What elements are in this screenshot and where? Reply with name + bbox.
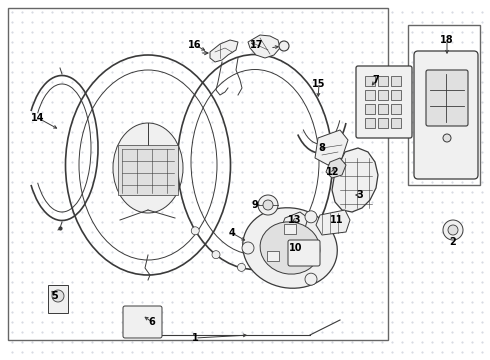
Polygon shape	[248, 35, 280, 58]
Bar	[365, 76, 375, 86]
Ellipse shape	[260, 222, 320, 274]
Bar	[391, 76, 401, 86]
Bar	[378, 104, 388, 114]
Circle shape	[279, 41, 289, 51]
Polygon shape	[282, 212, 308, 232]
Text: 15: 15	[312, 79, 326, 89]
Polygon shape	[315, 130, 348, 165]
Text: 4: 4	[229, 228, 235, 238]
Text: 12: 12	[326, 167, 340, 177]
Text: 6: 6	[148, 317, 155, 327]
Circle shape	[448, 225, 458, 235]
Text: 1: 1	[192, 333, 198, 343]
Bar	[378, 76, 388, 86]
Text: 3: 3	[357, 190, 364, 200]
Text: 10: 10	[289, 243, 303, 253]
Polygon shape	[332, 148, 378, 212]
Text: 13: 13	[288, 215, 302, 225]
FancyBboxPatch shape	[123, 306, 162, 338]
Bar	[391, 118, 401, 128]
Bar	[301, 251, 313, 261]
Circle shape	[212, 251, 220, 259]
Text: 5: 5	[51, 291, 58, 301]
FancyBboxPatch shape	[414, 51, 478, 179]
Bar	[284, 224, 296, 234]
Circle shape	[238, 264, 245, 271]
Bar	[391, 104, 401, 114]
FancyBboxPatch shape	[426, 70, 468, 126]
Bar	[365, 90, 375, 100]
Bar	[391, 90, 401, 100]
Text: 18: 18	[440, 35, 454, 45]
Text: 2: 2	[450, 237, 456, 247]
Bar	[365, 104, 375, 114]
Bar	[378, 118, 388, 128]
Circle shape	[443, 134, 451, 142]
Text: 7: 7	[372, 75, 379, 85]
Polygon shape	[316, 210, 350, 235]
Bar	[118, 145, 178, 195]
Text: 14: 14	[31, 113, 45, 123]
Circle shape	[258, 195, 278, 215]
Text: 16: 16	[188, 40, 202, 50]
Bar	[8, 8, 388, 340]
FancyBboxPatch shape	[356, 66, 412, 138]
Polygon shape	[210, 40, 238, 62]
Circle shape	[263, 200, 273, 210]
Text: 11: 11	[330, 215, 344, 225]
FancyBboxPatch shape	[288, 240, 320, 266]
Bar	[48, 285, 68, 313]
Circle shape	[191, 227, 199, 235]
Bar	[267, 251, 279, 261]
Ellipse shape	[113, 123, 183, 213]
Text: 17: 17	[250, 40, 264, 50]
Bar	[365, 118, 375, 128]
Bar	[378, 90, 388, 100]
Circle shape	[443, 220, 463, 240]
Text: 9: 9	[252, 200, 258, 210]
Bar	[408, 25, 480, 185]
Ellipse shape	[243, 208, 337, 288]
Polygon shape	[326, 158, 346, 178]
Circle shape	[305, 211, 317, 223]
Circle shape	[242, 242, 254, 254]
Text: 8: 8	[318, 143, 325, 153]
Circle shape	[305, 273, 317, 285]
Circle shape	[52, 290, 64, 302]
